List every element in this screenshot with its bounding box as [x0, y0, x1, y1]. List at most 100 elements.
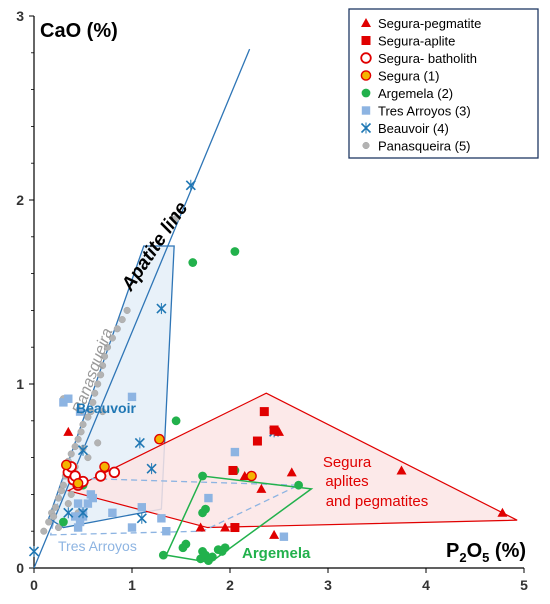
x-tick-label: 2 — [226, 577, 234, 593]
data-point — [228, 465, 238, 475]
data-point — [79, 420, 87, 429]
x-axis-title-sub-5: 5 — [482, 550, 489, 565]
data-point — [252, 436, 262, 446]
data-point — [246, 470, 257, 482]
legend-item: Argemela (2) — [361, 86, 453, 101]
x-axis-title: P2O5 (%) — [446, 540, 526, 565]
data-point — [198, 508, 207, 518]
data-point — [94, 470, 107, 482]
x-axis-title-o: O — [467, 540, 483, 562]
series-argemela-2- — [59, 247, 303, 566]
legend-marker — [361, 106, 371, 115]
data-point — [134, 437, 145, 449]
data-point — [259, 407, 269, 417]
data-point — [64, 500, 72, 508]
legend-label: Segura (1) — [378, 69, 439, 84]
data-point — [195, 522, 206, 532]
argemela-label: Argemela — [242, 545, 311, 562]
data-point — [77, 507, 89, 519]
data-point — [59, 481, 67, 489]
y-axis-title: CaO (%) — [40, 20, 118, 42]
data-point — [279, 532, 289, 541]
data-point — [73, 499, 83, 508]
data-point — [172, 214, 180, 222]
series-beauvoir-4- — [28, 179, 280, 557]
data-point — [188, 258, 198, 267]
data-point — [162, 527, 171, 536]
data-point — [70, 512, 80, 521]
legend-label: Argemela (2) — [378, 86, 453, 101]
legend-label: Beauvoir (4) — [378, 121, 449, 136]
data-point — [52, 503, 60, 511]
y-tick-label: 2 — [16, 192, 24, 208]
data-point — [294, 480, 303, 490]
data-point — [99, 461, 110, 473]
data-point — [108, 508, 117, 517]
data-point — [61, 459, 72, 471]
data-point — [97, 371, 105, 379]
data-point — [54, 494, 63, 502]
data-point — [59, 517, 68, 527]
legend-marker — [360, 52, 372, 64]
x-tick-label: 3 — [324, 577, 332, 593]
data-point — [154, 433, 165, 445]
legend-label: Segura-aplite — [378, 34, 455, 49]
data-point — [77, 428, 85, 436]
data-point — [88, 493, 97, 503]
data-point — [99, 362, 107, 370]
data-point — [99, 408, 107, 416]
data-point — [118, 316, 126, 324]
legend-marker — [362, 141, 370, 150]
data-point — [72, 478, 84, 489]
data-point — [50, 512, 58, 521]
legend-item: Tres Arroyos (3) — [361, 104, 471, 119]
data-point — [63, 507, 74, 519]
data-point — [40, 527, 48, 535]
segura-label-line2: aplites — [325, 473, 368, 490]
data-point — [230, 447, 240, 457]
data-point — [103, 343, 112, 351]
data-point — [136, 512, 147, 524]
data-point — [94, 380, 102, 388]
data-point — [171, 416, 181, 426]
y-tick-label: 3 — [16, 8, 24, 24]
legend-marker — [361, 88, 371, 98]
data-point — [71, 443, 79, 451]
data-point — [137, 503, 146, 512]
data-point — [94, 439, 102, 447]
data-point — [127, 392, 137, 402]
legend-item: Segura-pegmatite — [361, 16, 481, 31]
data-point — [28, 545, 40, 557]
segura-label-line3: and pegmatites — [326, 493, 429, 510]
data-point — [217, 547, 227, 556]
data-point — [74, 435, 82, 443]
data-point — [156, 303, 167, 315]
data-point — [204, 493, 213, 503]
data-point — [77, 444, 89, 456]
data-point — [256, 483, 267, 493]
x-tick-label: 1 — [128, 577, 136, 593]
data-point — [146, 463, 157, 475]
data-point — [113, 325, 121, 333]
data-point — [286, 467, 297, 477]
data-point — [84, 454, 92, 462]
x-tick-label: 0 — [30, 577, 38, 593]
data-point — [63, 426, 74, 436]
data-point — [75, 517, 85, 527]
data-point — [269, 529, 280, 539]
series-segura-aplite — [228, 407, 279, 533]
tick-labels: 0 1 2 3 4 5 0 1 2 3 — [16, 8, 528, 593]
data-point — [178, 543, 188, 553]
axes — [33, 16, 524, 569]
data-point — [89, 398, 97, 406]
x-axis-title-sub-2: 2 — [459, 550, 466, 565]
data-point — [59, 398, 68, 407]
y-tick-label: 1 — [16, 376, 24, 392]
data-point — [101, 352, 109, 360]
legend-item: Segura (1) — [360, 69, 439, 84]
data-point — [269, 425, 279, 435]
data-point — [108, 466, 121, 479]
tres-arroyos-label: Tres Arroyos — [58, 538, 137, 554]
legend-label: Tres Arroyos (3) — [378, 104, 471, 119]
data-point — [230, 523, 240, 533]
